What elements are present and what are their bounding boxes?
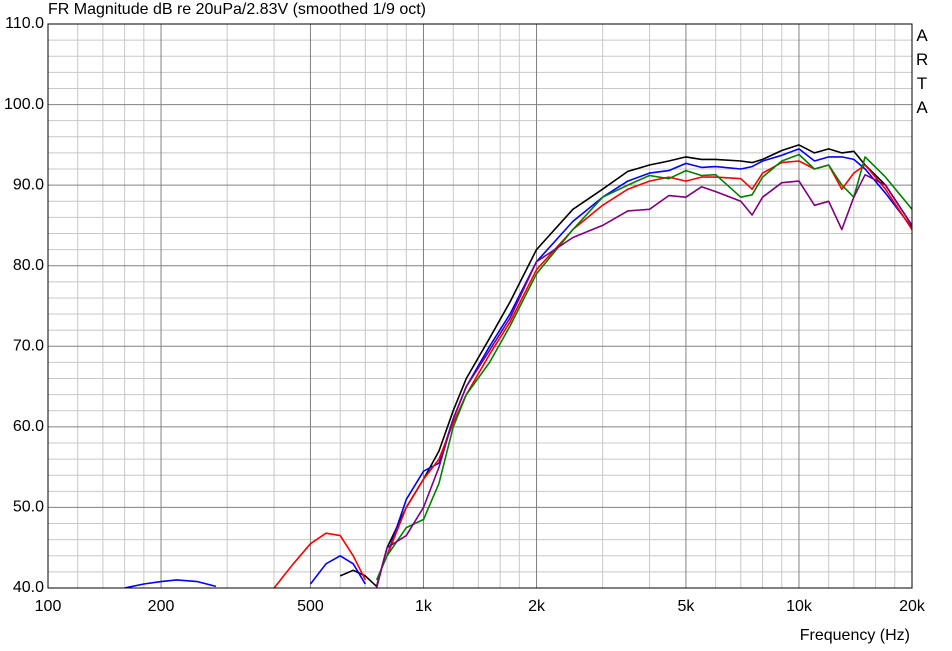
x-tick-label: 100: [35, 598, 62, 615]
x-tick-label: 20k: [899, 598, 926, 615]
watermark: ARTA: [916, 26, 929, 117]
series-line: [375, 153, 912, 581]
y-tick-label: 60.0: [13, 418, 44, 435]
x-tick-label: 5k: [677, 598, 695, 615]
y-tick-label: 50.0: [13, 499, 44, 516]
series-line: [375, 173, 912, 588]
y-tick-label: 90.0: [13, 176, 44, 193]
x-tick-label: 200: [148, 598, 175, 615]
x-tick-label: 1k: [415, 598, 433, 615]
x-tick-label: 10k: [786, 598, 813, 615]
y-tick-label: 100.0: [4, 96, 44, 113]
plot-area: [48, 24, 912, 588]
y-tick-label: 80.0: [13, 257, 44, 274]
plot-frame: [47, 23, 913, 589]
y-tick-label: 110.0: [5, 15, 44, 32]
x-tick-label: 2k: [528, 598, 546, 615]
y-tick-label: 40.0: [13, 579, 44, 596]
chart-title: FR Magnitude dB re 20uPa/2.83V (smoothed…: [48, 1, 426, 18]
lines: [124, 144, 912, 588]
x-axis-label: Frequency (Hz): [800, 627, 910, 644]
y-tick-label: 70.0: [13, 338, 44, 355]
x-tick-label: 500: [297, 598, 324, 615]
